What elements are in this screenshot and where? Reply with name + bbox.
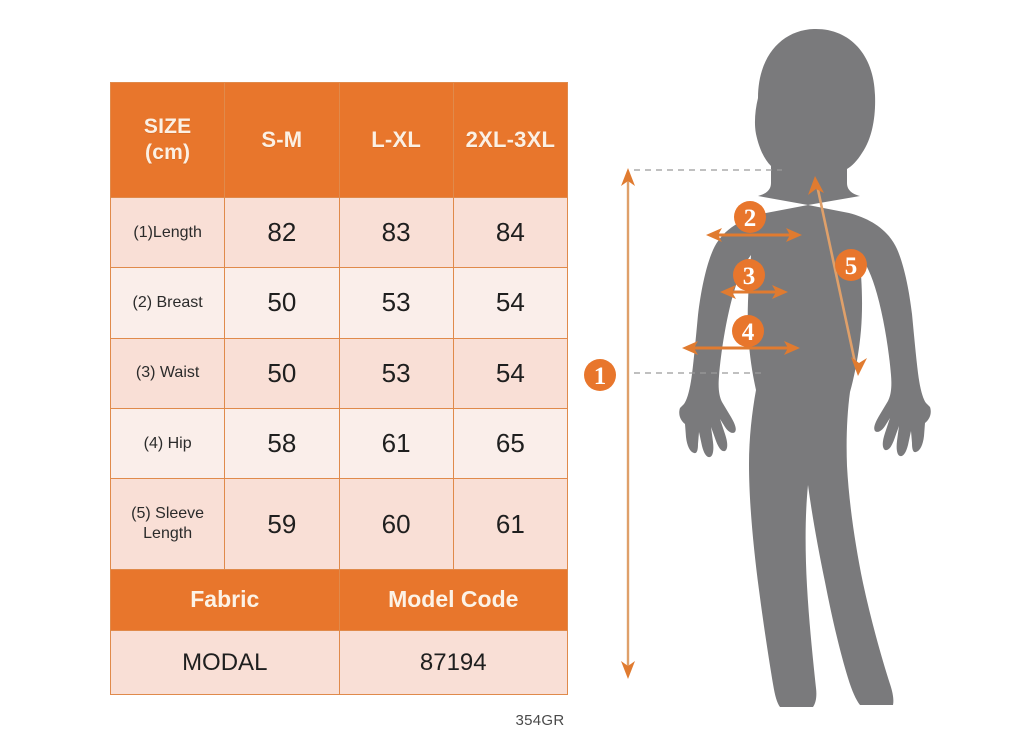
cell-length-s-m: 82 — [224, 196, 340, 269]
badge-5: 5 — [835, 249, 867, 281]
badge-1: 1 — [584, 359, 616, 391]
size-chart-table: SIZE (cm) S-M L-XL 2XL-3XL (1)Length 82 … — [109, 82, 569, 695]
header-size-line1: SIZE — [143, 115, 192, 139]
cell-breast-s-m: 50 — [224, 267, 340, 339]
table-row: (3) Waist 50 53 54 — [109, 337, 569, 410]
watermark-text: 354GR — [515, 712, 565, 729]
cell-hip-2xl-3xl: 65 — [452, 408, 569, 480]
badge-4: 4 — [732, 315, 764, 347]
table-header-row: SIZE (cm) S-M L-XL 2XL-3XL — [109, 82, 569, 198]
header-size-line2: (cm) — [145, 140, 191, 164]
header-col-l-xl: L-XL — [338, 82, 454, 198]
cell-sleeve-l-xl: 60 — [338, 478, 454, 570]
badge-3-label: 3 — [743, 263, 756, 290]
badge-2-label: 2 — [744, 205, 757, 232]
cell-sleeve-s-m: 59 — [224, 478, 340, 570]
table-row: (5) Sleeve Length 59 60 61 — [109, 478, 569, 570]
cell-waist-s-m: 50 — [224, 337, 340, 410]
footer-value-row: MODAL 87194 — [110, 630, 568, 695]
row-label-breast: (2) Breast — [109, 267, 226, 339]
measurement-arrow-5-sleeve-length — [808, 176, 867, 376]
header-size-cell: SIZE (cm) — [109, 82, 226, 198]
badge-3: 3 — [733, 259, 765, 291]
figure-diagram-svg: 1 2 3 4 5 — [584, 28, 931, 707]
measurement-figure: 1 2 3 4 5 — [568, 0, 1024, 749]
row-label-waist: (3) Waist — [109, 337, 226, 410]
measurement-arrow-1-length — [621, 168, 635, 679]
measurement-badges: 1 2 3 4 5 — [584, 201, 867, 391]
cell-length-2xl-3xl: 84 — [452, 196, 569, 269]
cell-model-code-value: 87194 — [338, 630, 568, 695]
measurement-arrow-2-breast — [706, 228, 802, 242]
cell-hip-l-xl: 61 — [338, 408, 454, 480]
table-row: (2) Breast 50 53 54 — [109, 267, 569, 339]
header-fabric: Fabric — [110, 568, 340, 632]
cell-length-l-xl: 83 — [338, 196, 454, 269]
badge-4-label: 4 — [742, 319, 755, 346]
row-label-sleeve-length: (5) Sleeve Length — [109, 478, 226, 570]
badge-5-label: 5 — [845, 253, 858, 280]
female-body-silhouette — [679, 28, 931, 707]
cell-sleeve-2xl-3xl: 61 — [452, 478, 569, 570]
header-col-s-m: S-M — [224, 82, 340, 198]
measurement-arrow-3-waist — [720, 285, 788, 299]
watermark: 354GR — [0, 712, 1024, 729]
cell-breast-2xl-3xl: 54 — [452, 267, 569, 339]
measurement-arrow-4-hip — [682, 341, 800, 355]
measurement-guide-lines — [634, 169, 782, 374]
cell-hip-s-m: 58 — [224, 408, 340, 480]
header-model-code: Model Code — [338, 568, 568, 632]
badge-2: 2 — [734, 201, 766, 233]
badge-1-label: 1 — [594, 363, 607, 390]
cell-fabric-value: MODAL — [110, 630, 340, 695]
row-label-length: (1)Length — [109, 196, 226, 269]
row-label-hip: (4) Hip — [109, 408, 226, 480]
cell-waist-2xl-3xl: 54 — [452, 337, 569, 410]
table-row: (1)Length 82 83 84 — [109, 196, 569, 269]
table-row: (4) Hip 58 61 65 — [109, 408, 569, 480]
footer-header-row: Fabric Model Code — [110, 568, 568, 632]
cell-waist-l-xl: 53 — [338, 337, 454, 410]
header-col-2xl-3xl: 2XL-3XL — [452, 82, 569, 198]
cell-breast-l-xl: 53 — [338, 267, 454, 339]
